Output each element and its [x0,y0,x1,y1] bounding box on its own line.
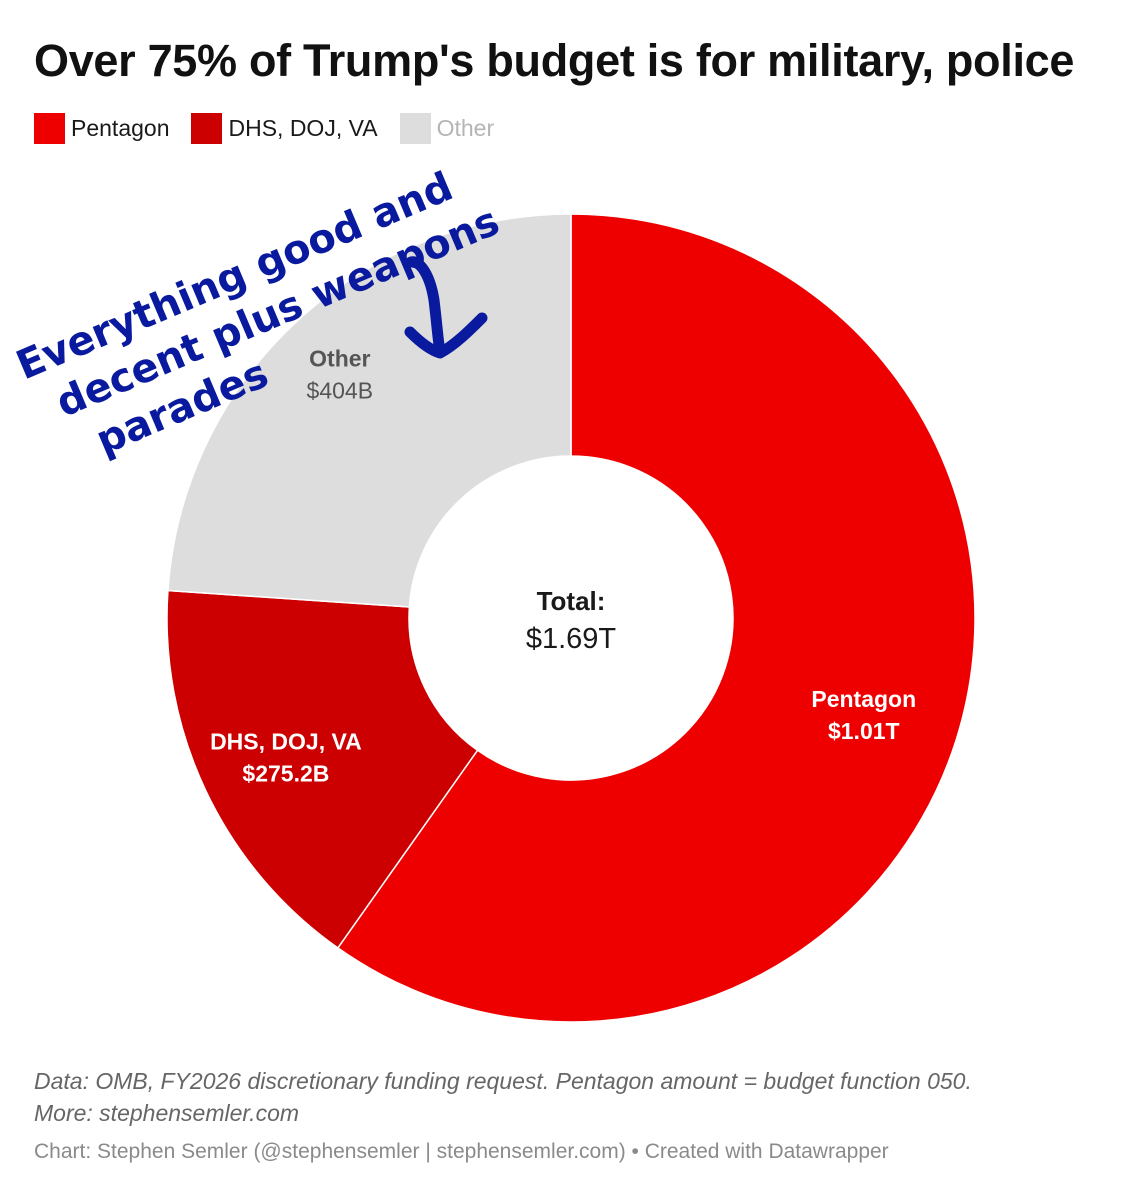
source-line-1: Data: OMB, FY2026 discretionary funding … [34,1068,972,1094]
legend-swatch-pentagon [34,112,65,144]
slice-dhs-doj-va [166,589,479,949]
source-note: Data: OMB, FY2026 discretionary funding … [34,1065,1124,1129]
donut-chart: Pentagon $1.01T DHS, DOJ, VA $275.2B Other $4… [10,164,976,1023]
legend-item-pentagon: Pentagon [34,112,169,144]
slice-value-pentagon: $1.01T [828,718,900,744]
center-total-label: Total: [537,586,606,616]
slice-label-dhs-doj-va: DHS, DOJ, VA [210,729,362,755]
annotation-arrow-icon [404,256,488,359]
slice-value-dhs-doj-va: $275.2B [242,761,329,787]
legend-item-dhs-doj-va: DHS, DOJ, VA [191,112,378,144]
chart-credit: Chart: Stephen Semler (@stephensemler | … [34,1140,889,1163]
legend-label-pentagon: Pentagon [71,115,170,141]
slice-label-pentagon: Pentagon [811,686,916,712]
source-line-2: More: stephensemler.com [34,1100,300,1126]
legend-label-dhs-doj-va: DHS, DOJ, VA [228,115,378,141]
center-total-value: $1.69T [526,623,617,655]
legend-swatch-dhs-doj-va [191,112,223,144]
legend-item-other: Other [399,112,495,144]
legend-label-other: Other [436,115,495,141]
slice-labels: Pentagon $1.01T DHS, DOJ, VA $275.2B Other $4… [210,346,916,787]
slice-pentagon [336,213,976,1023]
slice-value-other: $404B [307,378,374,404]
legend: Pentagon DHS, DOJ, VA Other [34,111,516,145]
slice-label-other: Other [309,346,370,372]
legend-swatch-other [399,112,431,144]
chart-title: Over 75% of Trump's budget is for milita… [34,35,1075,86]
slice-other [167,213,572,608]
donut-slices [166,213,976,1023]
